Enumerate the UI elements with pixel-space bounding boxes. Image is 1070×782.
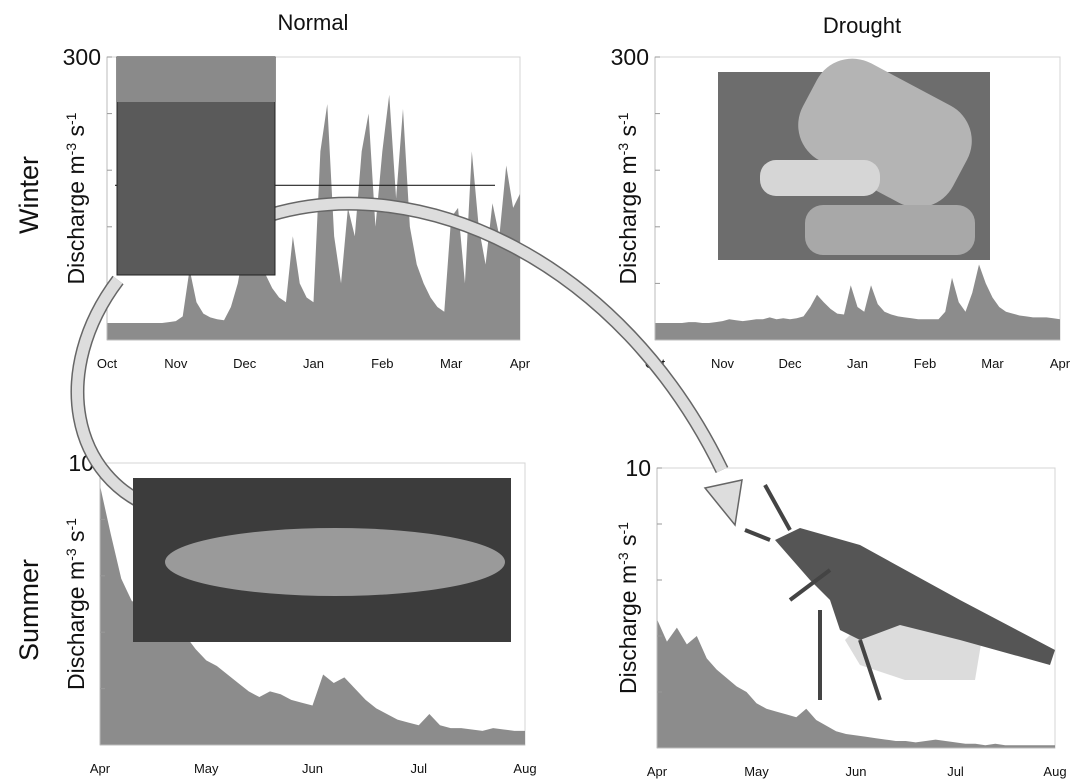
x-tick-label: Mar xyxy=(440,356,463,371)
x-tick-label: Jan xyxy=(847,356,868,371)
y-label-exponent: -3 xyxy=(63,143,79,156)
x-tick-label: Jun xyxy=(846,764,867,779)
y-label-text: Discharge m xyxy=(615,155,641,284)
arrow-head xyxy=(703,479,743,527)
x-tick-label: Jul xyxy=(947,764,964,779)
y-label-exponent: -1 xyxy=(615,112,631,125)
caddis-case xyxy=(805,205,975,255)
x-tick-label: May xyxy=(194,761,219,776)
y-label-text: Discharge m xyxy=(615,565,641,694)
grasshopper xyxy=(775,528,1055,665)
area xyxy=(657,619,1055,748)
panel: 300 Oct Nov Dec Jan Feb Mar Apr Discharge m-3 s-… xyxy=(63,44,531,371)
y-axis-label: Discharge m-3 s-1 xyxy=(63,518,89,690)
photo-bank xyxy=(117,57,275,102)
x-tick-label: Apr xyxy=(510,356,531,371)
grasshopper-legs xyxy=(744,484,882,701)
y-label-text: s xyxy=(63,125,89,143)
x-tick-label: Dec xyxy=(233,356,257,371)
row-title: Winter xyxy=(14,156,44,234)
x-tick-label: Apr xyxy=(90,761,111,776)
row-title: Summer xyxy=(14,559,44,661)
x-tick-label: Nov xyxy=(164,356,188,371)
arrow-shaft xyxy=(72,276,162,516)
area xyxy=(655,264,1060,340)
caddis-larva xyxy=(760,160,880,196)
x-tick-label: Apr xyxy=(1050,356,1070,371)
x-tick-label: May xyxy=(744,764,769,779)
x-tick-label: Jan xyxy=(303,356,324,371)
x-tick-label: Nov xyxy=(711,356,735,371)
x-tick-label: Dec xyxy=(778,356,802,371)
y-label-exponent: -1 xyxy=(63,518,79,531)
y-label-text: s xyxy=(63,531,89,549)
y-label-text: Discharge m xyxy=(63,561,89,690)
y-tick-label: 10 xyxy=(625,455,651,481)
y-tick-label: 300 xyxy=(63,44,101,70)
column-title: Drought xyxy=(823,13,901,38)
x-tick-label: Feb xyxy=(914,356,936,371)
y-axis-label: Discharge m-3 s-1 xyxy=(615,522,641,694)
y-label-text: Discharge m xyxy=(63,155,89,284)
x-tick-label: Aug xyxy=(1043,764,1066,779)
x-tick-label: Apr xyxy=(647,764,668,779)
y-label-exponent: -3 xyxy=(63,548,79,561)
column-title: Normal xyxy=(278,10,349,35)
y-label-text: s xyxy=(615,125,641,143)
y-label-exponent: -1 xyxy=(63,112,79,125)
panel: 10 Apr May Jun Jul Aug Discharge m-3 s-1 xyxy=(615,455,1067,779)
area xyxy=(107,94,520,340)
y-label-exponent: -1 xyxy=(615,522,631,535)
y-label-exponent: -3 xyxy=(615,143,631,156)
x-tick-label: Jun xyxy=(302,761,323,776)
y-axis-label: Discharge m-3 s-1 xyxy=(615,112,641,284)
y-label-exponent: -3 xyxy=(615,552,631,565)
x-tick-label: Oct xyxy=(97,356,118,371)
x-tick-label: Aug xyxy=(513,761,536,776)
area xyxy=(100,485,525,745)
x-tick-label: Mar xyxy=(981,356,1004,371)
arrow-shaft xyxy=(268,198,727,473)
x-tick-label: Feb xyxy=(371,356,393,371)
x-tick-label: Jul xyxy=(410,761,427,776)
photos xyxy=(116,56,1055,701)
y-axis-label: Discharge m-3 s-1 xyxy=(63,112,89,284)
trout xyxy=(165,528,505,596)
y-tick-label: 300 xyxy=(611,44,649,70)
y-label-text: s xyxy=(615,535,641,553)
